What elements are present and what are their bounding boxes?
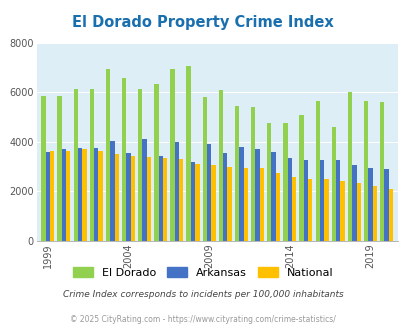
Bar bbox=[234, 106, 239, 241]
Bar bbox=[287, 158, 291, 241]
Bar bbox=[211, 165, 215, 241]
Bar bbox=[78, 148, 82, 241]
Bar bbox=[275, 173, 279, 241]
Bar bbox=[255, 149, 259, 241]
Bar bbox=[351, 165, 356, 241]
Bar bbox=[122, 78, 126, 241]
Bar bbox=[50, 150, 54, 241]
Text: El Dorado Property Crime Index: El Dorado Property Crime Index bbox=[72, 15, 333, 30]
Bar bbox=[158, 155, 162, 241]
Bar bbox=[266, 123, 271, 241]
Bar bbox=[90, 89, 94, 241]
Bar bbox=[283, 123, 287, 241]
Bar bbox=[162, 158, 167, 241]
Bar bbox=[179, 159, 183, 241]
Bar bbox=[170, 69, 174, 241]
Bar bbox=[319, 160, 324, 241]
Bar bbox=[384, 169, 388, 241]
Bar bbox=[126, 153, 130, 241]
Bar bbox=[66, 150, 70, 241]
Bar bbox=[271, 152, 275, 241]
Bar bbox=[363, 101, 367, 241]
Text: Crime Index corresponds to incidents per 100,000 inhabitants: Crime Index corresponds to incidents per… bbox=[62, 290, 343, 299]
Bar bbox=[110, 141, 114, 241]
Bar bbox=[250, 107, 255, 241]
Bar bbox=[106, 69, 110, 241]
Bar bbox=[142, 139, 147, 241]
Bar bbox=[154, 84, 158, 241]
Bar bbox=[45, 152, 50, 241]
Bar bbox=[298, 115, 303, 241]
Bar bbox=[291, 177, 296, 241]
Bar bbox=[147, 157, 151, 241]
Bar bbox=[243, 168, 247, 241]
Bar bbox=[218, 90, 223, 241]
Bar bbox=[41, 96, 45, 241]
Text: © 2025 CityRating.com - https://www.cityrating.com/crime-statistics/: © 2025 CityRating.com - https://www.city… bbox=[70, 315, 335, 324]
Bar bbox=[379, 102, 384, 241]
Bar bbox=[339, 182, 344, 241]
Bar bbox=[98, 150, 102, 241]
Bar bbox=[324, 179, 328, 241]
Bar bbox=[57, 96, 62, 241]
Bar bbox=[331, 127, 335, 241]
Bar bbox=[138, 89, 142, 241]
Bar bbox=[62, 149, 66, 241]
Bar bbox=[82, 149, 86, 241]
Bar bbox=[372, 186, 376, 241]
Bar bbox=[315, 101, 319, 241]
Bar bbox=[227, 167, 231, 241]
Bar bbox=[174, 142, 179, 241]
Bar bbox=[347, 92, 351, 241]
Bar bbox=[223, 153, 227, 241]
Bar bbox=[186, 66, 190, 241]
Bar bbox=[307, 179, 312, 241]
Bar bbox=[303, 160, 307, 241]
Bar bbox=[73, 89, 78, 241]
Bar bbox=[190, 162, 195, 241]
Bar bbox=[114, 154, 119, 241]
Bar bbox=[367, 168, 372, 241]
Bar bbox=[356, 183, 360, 241]
Bar bbox=[202, 97, 207, 241]
Bar bbox=[259, 168, 263, 241]
Bar bbox=[195, 164, 199, 241]
Bar bbox=[207, 145, 211, 241]
Bar bbox=[388, 189, 392, 241]
Bar bbox=[335, 160, 339, 241]
Bar bbox=[130, 155, 135, 241]
Bar bbox=[239, 147, 243, 241]
Legend: El Dorado, Arkansas, National: El Dorado, Arkansas, National bbox=[68, 263, 337, 282]
Bar bbox=[94, 148, 98, 241]
